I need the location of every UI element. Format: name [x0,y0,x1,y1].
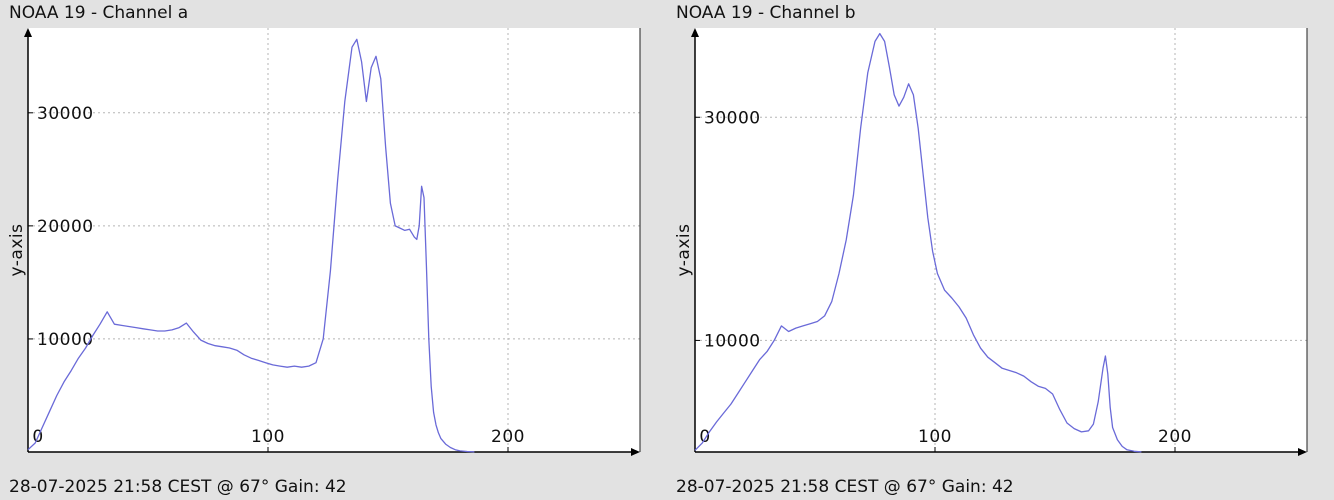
y-tick-label: 30000 [704,108,761,128]
chart-footer-status: 28-07-2025 21:58 CEST @ 67° Gain: 42 [676,477,1014,497]
x-axis-arrow [1298,448,1307,456]
series-line [27,38,475,453]
y-tick-label: 10000 [704,331,761,351]
chart-title: NOAA 19 - Channel b [676,3,856,23]
chart-plot-b: 0 100 200 10000 30000 y-axis [674,28,1308,456]
series-line [694,32,1142,453]
plot-background [28,28,640,452]
x-tick-label: 200 [1158,427,1192,447]
y-axis-label: y-axis [674,224,694,277]
y-tick-label: 30000 [37,104,94,124]
y-tick-label: 20000 [37,217,94,237]
y-axis-arrow [691,28,699,37]
chart-title: NOAA 19 - Channel a [9,3,189,23]
x-tick-label: 200 [491,427,525,447]
x-tick-label: 0 [699,427,710,447]
y-tick-label: 10000 [37,330,94,350]
chart-panel-a: NOAA 19 - Channel a 0 100 200 10000 20000 300… [7,3,641,497]
plot-background [695,28,1307,452]
chart-panel-b: NOAA 19 - Channel b 0 100 200 10000 30000 y-a… [667,0,1334,500]
x-tick-label: 100 [918,427,952,447]
y-axis-arrow [24,28,32,37]
chart-footer-status: 28-07-2025 21:58 CEST @ 67° Gain: 42 [9,477,347,497]
x-axis-arrow [631,448,640,456]
x-tick-label: 100 [251,427,285,447]
y-axis-label: y-axis [7,224,27,277]
